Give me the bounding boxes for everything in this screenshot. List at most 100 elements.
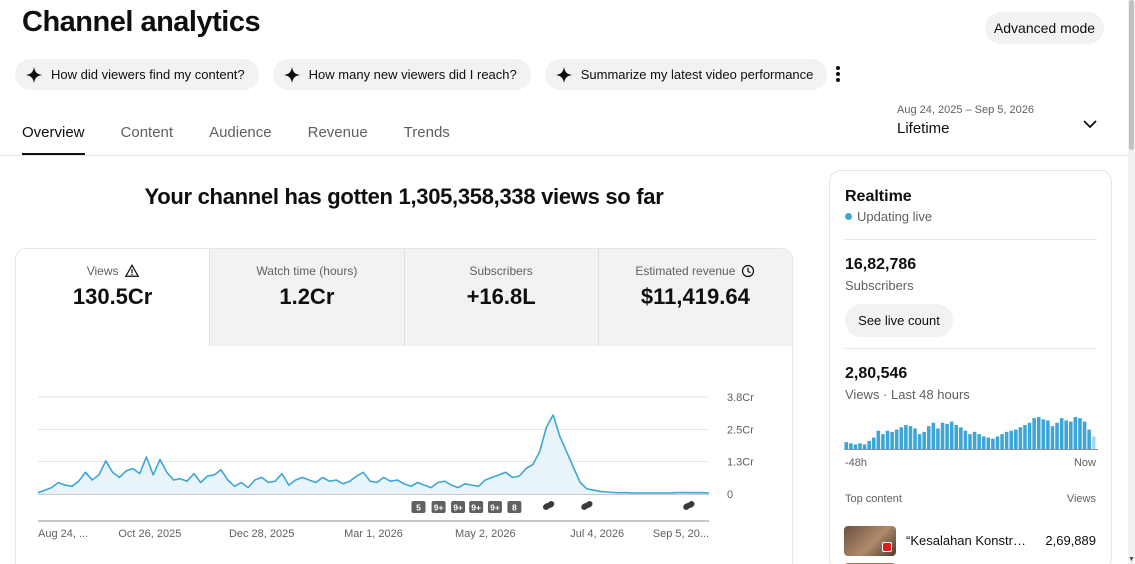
suggestion-chips: How did viewers find my content? How man… [15,59,828,90]
shorts-icon [542,501,555,510]
realtime-bar [1087,429,1091,449]
sparkle-icon [555,66,572,83]
realtime-bar [1050,426,1055,449]
tab-audience[interactable]: Audience [209,124,272,141]
realtime-views-value: 2,80,546 [845,365,908,382]
metric-tab-views[interactable]: Views 130.5Cr [16,249,210,346]
series-line [37,414,710,494]
realtime-bar [885,430,890,449]
shorts-icon [581,501,593,510]
realtime-bar [849,443,853,449]
realtime-chart-start-label: -48h [845,457,868,469]
metric-tab-subscribers[interactable]: Subscribers +16.8L [403,249,598,346]
realtime-bar [963,430,968,449]
content-marker-label: 5 [416,503,421,513]
realtime-bar [931,422,936,449]
sparkle-icon [283,66,300,83]
realtime-bar [922,431,926,449]
top-video-views: 2,69,889 [1045,533,1096,548]
realtime-bar [1041,419,1046,449]
page-title: Channel analytics [22,6,261,38]
content-marker [507,501,522,513]
realtime-bar [936,428,940,449]
content-marker-label: 9+ [490,503,500,513]
tab-revenue[interactable]: Revenue [307,124,368,141]
realtime-bar [972,431,977,449]
overview-chart-card: Views 130.5Cr Watch time (hours) 1.2Cr S… [15,248,793,564]
x-tick-label: Mar 1, 2026 [344,528,403,540]
realtime-status: Updating live [857,209,933,224]
page-scrollbar[interactable]: ▼ [1128,0,1135,564]
realtime-views-label: Views · Last 48 hours [845,387,970,402]
realtime-bar [995,436,1000,449]
chip-new-viewers[interactable]: How many new viewers did I reach? [272,59,531,90]
metric-value: +16.8L [466,284,536,309]
content-marker-label: 9+ [453,503,463,513]
divider [845,348,1097,349]
realtime-bar [968,434,972,449]
chip-label: Summarize my latest video performance [580,67,814,82]
realtime-bar [1000,434,1004,449]
realtime-bar [926,426,931,449]
x-tick-label: Aug 24, ... [38,528,88,540]
realtime-bar [853,444,858,449]
tab-trends[interactable]: Trends [403,124,450,141]
content-marker-label: 9+ [471,503,481,513]
content-marker [431,501,446,513]
metric-tab-watch-time[interactable]: Watch time (hours) 1.2Cr [209,249,404,346]
realtime-bar [1078,418,1082,449]
x-tick-label: Jul 4, 2026 [570,528,624,540]
realtime-bar [1069,421,1073,449]
top-content-views-header: Views [1066,493,1096,505]
realtime-bar [913,428,917,449]
views-area-chart[interactable]: 3.8Cr 2.5Cr 1.3Cr 0 5 9+ 9+ 9+ 9+ 8 Aug 24, ... Oct… [16,346,793,564]
metric-value: 1.2Cr [279,284,335,309]
realtime-bar [1032,418,1036,449]
realtime-subscribers-label: Subscribers [845,278,914,293]
chevron-down-icon[interactable] [1082,116,1098,132]
top-video-title[interactable]: “Kesalahan Konstru… [906,533,1030,548]
metric-tab-revenue[interactable]: Estimated revenue $11,419.64 [597,249,792,346]
realtime-bar [867,441,871,449]
tab-content[interactable]: Content [120,124,174,141]
realtime-bar [1064,420,1069,449]
realtime-bar [1027,422,1032,449]
metric-label: Subscribers [469,264,533,278]
warning-icon [124,264,139,277]
realtime-bar [940,422,945,449]
more-options-icon[interactable] [830,64,846,84]
metric-value: $11,419.64 [640,284,750,309]
realtime-bar [890,431,894,449]
scroll-down-arrow-icon[interactable]: ▼ [1128,556,1135,563]
views-headline: Your channel has gotten 1,305,358,338 vi… [144,184,664,209]
realtime-bar [1082,421,1087,449]
realtime-bar [949,421,954,449]
realtime-bar [1073,417,1078,449]
realtime-bar [871,437,876,449]
date-range-text[interactable]: Aug 24, 2025 – Sep 5, 2026 [897,104,1035,116]
tab-overview[interactable]: Overview [22,124,85,155]
video-thumbnail[interactable] [844,526,896,556]
date-period-label[interactable]: Lifetime [897,120,950,137]
chip-label: How did viewers find my content? [51,67,245,82]
realtime-bar [899,427,904,449]
realtime-bar [908,426,913,449]
top-content-label: Top content [845,493,902,505]
realtime-bar [1014,429,1018,449]
chip-viewers-find-content[interactable]: How did viewers find my content? [15,59,259,90]
realtime-bar [1046,420,1050,449]
sparkle-icon [25,66,43,83]
x-tick-label: Oct 26, 2025 [118,528,181,540]
metric-label: Views [86,264,119,278]
realtime-subscribers-value: 16,82,786 [845,256,917,273]
realtime-bar [986,437,991,449]
realtime-bar [858,443,862,449]
content-marker-label: 8 [512,503,517,513]
content-marker [451,501,466,513]
chip-summarize-video[interactable]: Summarize my latest video performance [544,59,828,90]
see-live-count-button[interactable]: See live count [845,304,953,337]
advanced-mode-button[interactable]: Advanced mode [985,12,1104,44]
scrollbar-thumb[interactable] [1129,0,1134,150]
realtime-bar-chart[interactable] [844,411,1098,451]
y-tick-label: 1.3Cr [727,457,754,469]
